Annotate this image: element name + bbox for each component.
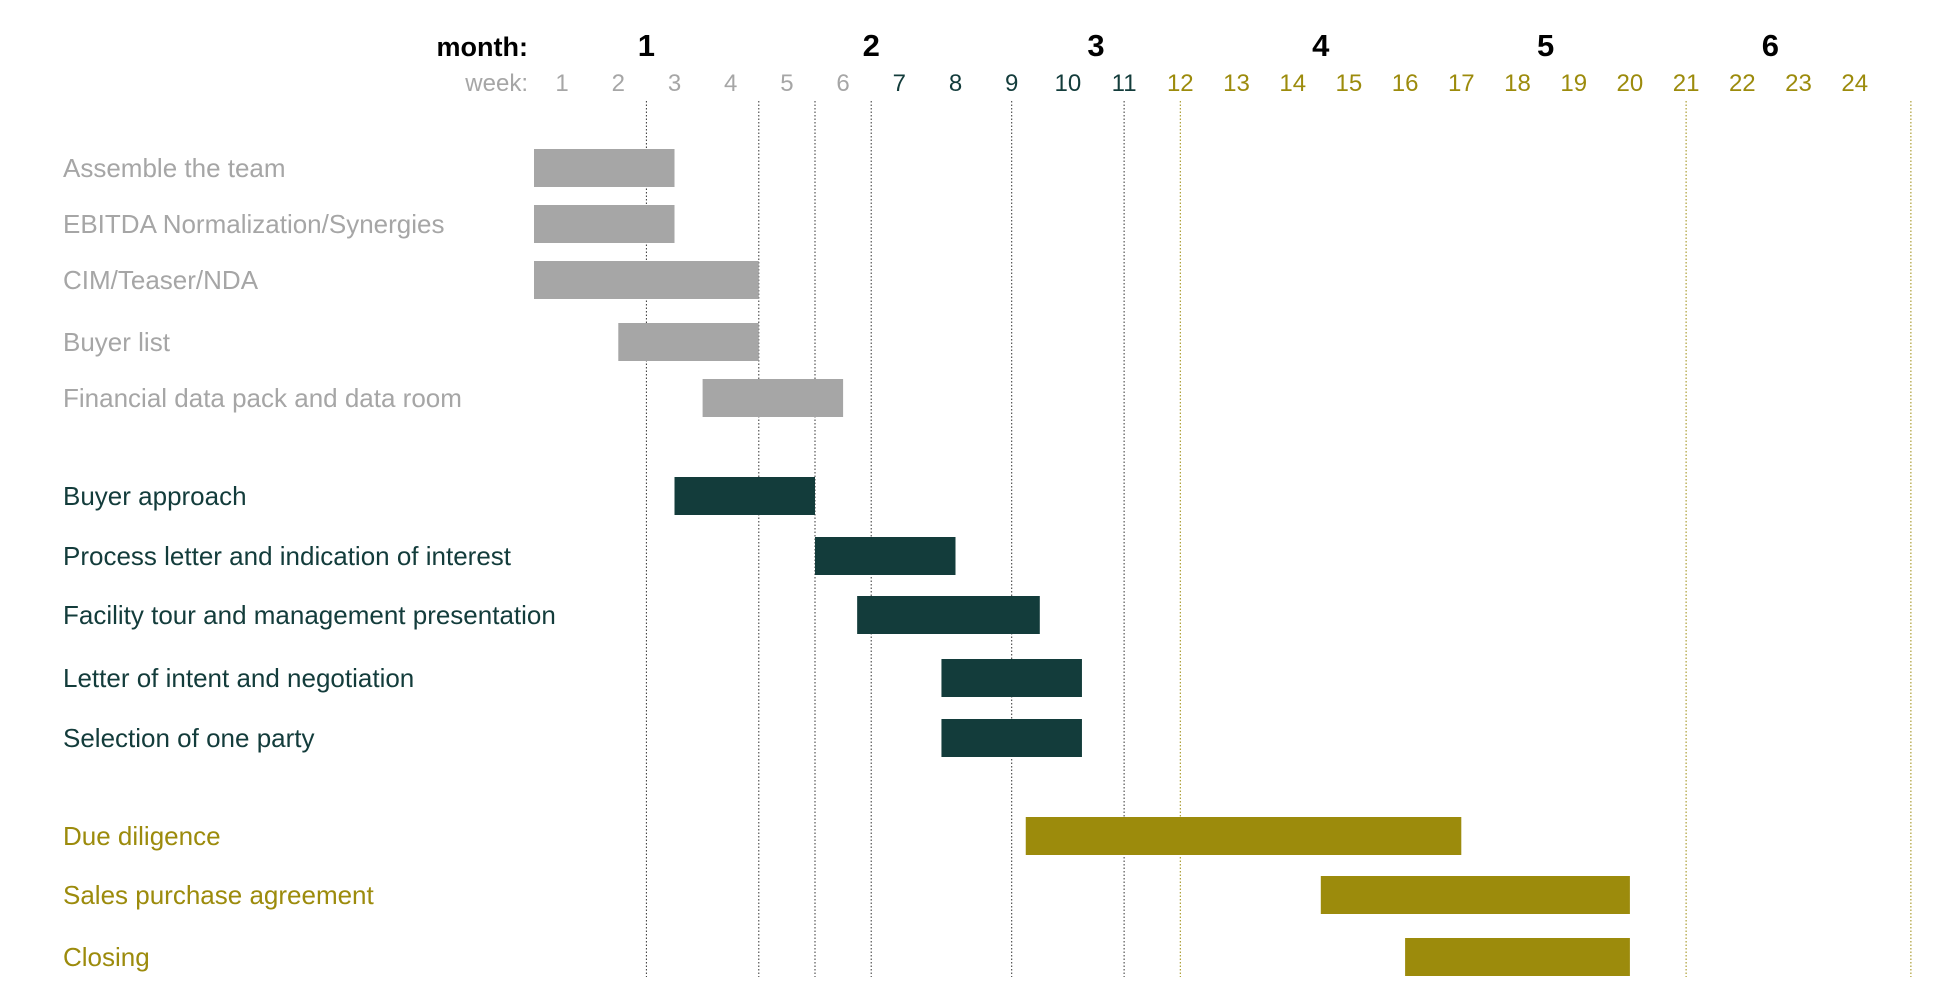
- task-label: Assemble the team: [63, 153, 286, 183]
- week-tick-label: 21: [1673, 70, 1700, 97]
- timeline-header: month:week:1 2 3 4 5 61 2 3 4 5 6 7 8 9 10 11 12 13 14 15 16…: [437, 28, 1869, 97]
- task-label: Sales purchase agreement: [63, 880, 375, 910]
- task-bar: [618, 323, 759, 361]
- task-label: Selection of one party: [63, 723, 315, 753]
- task-bar: [941, 659, 1082, 697]
- task-label: Financial data pack and data room: [63, 383, 462, 413]
- week-tick-label: 20: [1617, 70, 1644, 97]
- week-tick-label: 11: [1112, 70, 1137, 97]
- task-bar: [941, 719, 1082, 757]
- task-bar: [534, 261, 759, 299]
- month-tick-label: 2: [863, 28, 880, 63]
- week-axis-label: week:: [464, 70, 528, 97]
- task-bar: [1405, 938, 1630, 976]
- task-label: CIM/Teaser/NDA: [63, 265, 259, 295]
- month-tick-label: 5: [1537, 28, 1554, 63]
- week-tick-label: 13: [1223, 70, 1250, 97]
- task-bars: [534, 149, 1630, 976]
- month-tick-label: 1: [638, 28, 655, 63]
- week-tick-label: 12: [1167, 70, 1194, 97]
- week-tick-label: 5: [780, 70, 793, 97]
- task-bar: [534, 149, 675, 187]
- task-bar: [702, 379, 844, 417]
- week-tick-label: 2: [612, 70, 625, 97]
- task-label: Due diligence: [63, 821, 221, 851]
- task-label: Buyer list: [63, 327, 171, 357]
- task-label: Letter of intent and negotiation: [63, 663, 414, 693]
- task-label: Closing: [63, 942, 150, 972]
- week-tick-label: 8: [949, 70, 962, 97]
- task-bar: [815, 537, 956, 575]
- week-tick-label: 24: [1841, 70, 1868, 97]
- task-labels: Assemble the team EBITDA Normalization/Sy…: [63, 153, 556, 972]
- week-tick-label: 6: [836, 70, 849, 97]
- month-tick-label: 3: [1087, 28, 1104, 63]
- week-tick-label: 10: [1055, 70, 1082, 97]
- week-tick-label: 4: [724, 70, 737, 97]
- task-label: Facility tour and management presentatio…: [63, 600, 556, 630]
- task-bar: [1320, 876, 1630, 914]
- week-tick-label: 3: [668, 70, 681, 97]
- week-tick-label: 18: [1504, 70, 1531, 97]
- month-tick-label: 4: [1312, 28, 1330, 63]
- task-bar: [1025, 817, 1462, 855]
- task-label: Process letter and indication of interes…: [63, 541, 512, 571]
- task-label: EBITDA Normalization/Synergies: [63, 209, 444, 239]
- task-label: Buyer approach: [63, 481, 247, 511]
- task-bar: [857, 596, 1040, 634]
- week-tick-label: 15: [1336, 70, 1363, 97]
- week-tick-label: 16: [1392, 70, 1419, 97]
- month-axis-label: month:: [437, 32, 528, 62]
- month-tick-label: 6: [1762, 28, 1779, 63]
- week-tick-label: 23: [1785, 70, 1812, 97]
- week-tick-label: 22: [1729, 70, 1756, 97]
- week-tick-label: 14: [1279, 70, 1306, 97]
- week-tick-label: 17: [1448, 70, 1475, 97]
- task-bar: [674, 477, 815, 515]
- task-bar: [534, 205, 675, 243]
- week-tick-label: 1: [555, 70, 568, 97]
- week-tick-label: 19: [1560, 70, 1587, 97]
- week-tick-label: 9: [1005, 70, 1018, 97]
- week-tick-label: 7: [893, 70, 906, 97]
